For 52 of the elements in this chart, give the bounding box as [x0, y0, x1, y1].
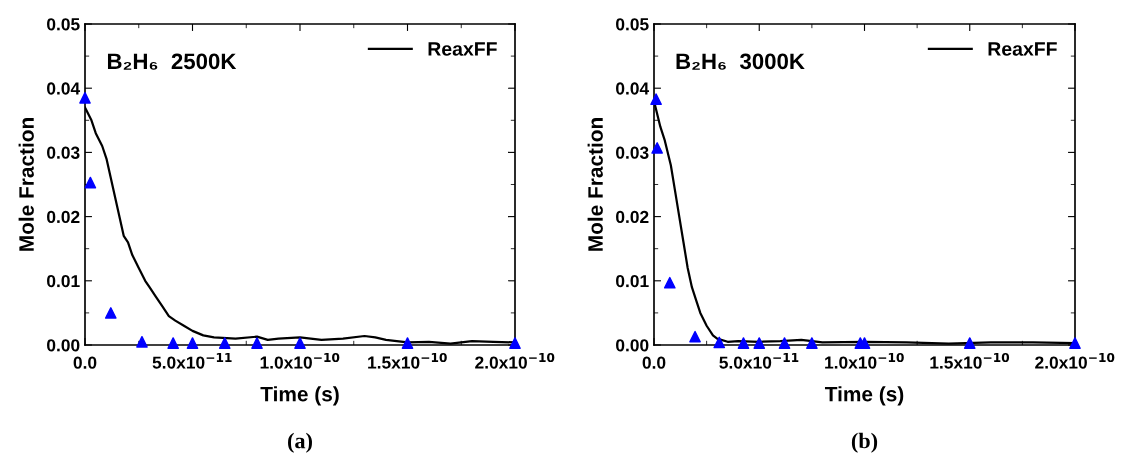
x-tick-label: 5.0x10$^{−11}$ — [152, 353, 232, 369]
x-tick-label: 1.5x10$^{−10}$ — [368, 352, 447, 369]
x-axis-title: Time (s) — [260, 386, 339, 406]
y-tick-label: 0.05 — [47, 18, 80, 31]
point — [713, 336, 726, 349]
point — [136, 335, 148, 348]
point — [650, 93, 662, 105]
point — [79, 91, 91, 104]
point — [753, 337, 766, 349]
x-tick-label: 1.5x10$^{−10}$ — [930, 352, 1010, 369]
x-tick-label: 0.0 — [73, 356, 97, 369]
point — [104, 307, 117, 319]
x-axis-title: Time (s) — [824, 386, 904, 406]
x-tick-label: 0.0 — [642, 356, 666, 369]
y-tick-label: 0.04 — [47, 82, 81, 95]
y-axis-title: Mole Fraction — [18, 118, 34, 251]
y-tick-label: 0.03 — [47, 146, 80, 159]
point — [651, 142, 664, 154]
text: (b) — [851, 432, 878, 453]
point — [186, 337, 199, 349]
x-tick-label: 1.0x10$^{−10}$ — [825, 352, 904, 369]
x-tick-label: 5.0x10$^{−11}$ — [719, 353, 799, 369]
annotation: B₂H₆ 2500K — [107, 53, 237, 70]
x-tick-label: 1.0x10$^{−10}$ — [260, 352, 340, 369]
point — [218, 337, 231, 349]
y-tick-label: 0.01 — [616, 274, 649, 288]
point — [167, 337, 179, 349]
point — [84, 176, 97, 189]
y-tick-label: 0.00 — [47, 339, 80, 352]
legend-label: ReaxFF — [988, 42, 1057, 56]
y-tick-label: 0.01 — [47, 274, 80, 288]
annotation: B₂H₆ 3000K — [676, 53, 805, 70]
point — [806, 337, 818, 349]
y-tick-label: 0.04 — [616, 82, 650, 95]
point — [663, 276, 676, 289]
point — [401, 337, 414, 349]
legend-label: ReaxFF — [428, 42, 497, 56]
point — [689, 330, 701, 343]
x-tick-label: 2.0x10$^{−10}$ — [475, 352, 555, 369]
x-tick-label: 2.0x10$^{−10}$ — [1035, 352, 1115, 369]
point — [778, 337, 791, 349]
point — [737, 337, 750, 349]
y-tick-label: 0.00 — [616, 339, 649, 352]
point — [251, 337, 263, 349]
y-axis-title: Mole Fraction — [587, 118, 603, 251]
point — [963, 337, 976, 349]
y-tick-label: 0.05 — [616, 18, 649, 31]
y-tick-label: 0.03 — [616, 146, 649, 159]
y-tick-label: 0.02 — [47, 210, 80, 224]
text: (a) — [288, 432, 312, 453]
y-tick-label: 0.02 — [616, 210, 649, 224]
point — [294, 337, 306, 349]
